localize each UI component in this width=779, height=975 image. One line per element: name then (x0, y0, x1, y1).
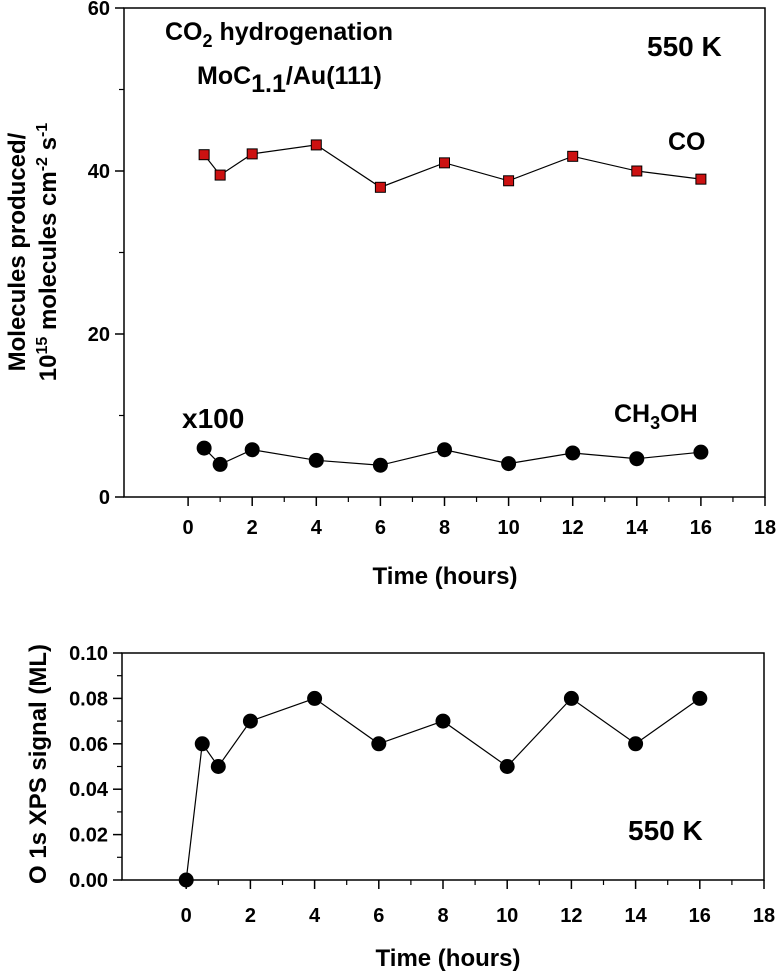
data-point-square (695, 173, 707, 185)
top-y-ticks: 0 20 40 60 (88, 0, 124, 509)
top-temperature-label: 550 K (647, 31, 722, 62)
data-point-circle (194, 736, 210, 752)
top-title-line1: CO2 hydrogenation (165, 18, 393, 51)
data-point-square (567, 150, 579, 162)
data-point-circle (196, 440, 212, 456)
data-point-circle (437, 442, 452, 458)
x-tick-label: 16 (689, 905, 711, 927)
bottom-x-ticks: 0 2 4 6 8 10 12 14 16 18 (181, 880, 775, 927)
x-tick-label: 8 (439, 517, 450, 539)
x-tick-label: 6 (375, 517, 386, 539)
data-point-circle (499, 759, 515, 774)
data-point-circle (693, 444, 709, 460)
y-tick-label: 0.06 (69, 734, 108, 756)
data-point-square (198, 149, 210, 161)
series-line-0 (203, 144, 701, 188)
y-tick-label: 0.00 (69, 870, 108, 892)
x-tick-label: 8 (437, 905, 448, 927)
data-point-circle (210, 759, 226, 774)
bottom-temperature-label: 550 K (628, 815, 703, 846)
data-point-circle (563, 690, 579, 706)
y-tick-label: 60 (88, 0, 110, 20)
y-tick-label: 0 (99, 487, 110, 509)
x-tick-label: 4 (311, 517, 323, 539)
top-series (196, 139, 709, 473)
data-point-circle (212, 456, 228, 472)
data-point-square (310, 139, 322, 151)
bottom-series (178, 690, 708, 888)
data-point-square (374, 181, 386, 193)
y-tick-label: 0.10 (69, 643, 108, 665)
data-point-circle (629, 451, 645, 467)
top-chart: 0 2 4 6 8 10 12 14 16 18 0 20 40 60 CO2 hydrogenatio… (4, 0, 776, 590)
data-point-square (214, 169, 226, 181)
x-tick-label: 6 (373, 905, 384, 927)
co-series-label: CO (668, 128, 706, 156)
data-point-circle (244, 442, 260, 458)
data-point-circle (628, 736, 644, 752)
x-tick-label: 4 (309, 905, 321, 927)
y-tick-label: 20 (88, 324, 110, 346)
data-point-circle (242, 713, 258, 729)
x-tick-label: 18 (753, 905, 775, 927)
x-tick-label: 12 (560, 905, 582, 927)
x-tick-label: 14 (624, 905, 647, 927)
data-point-square (246, 148, 258, 160)
bottom-y-ticks: 0.00 0.02 0.04 0.06 0.08 0.10 (69, 643, 122, 892)
x-tick-label: 10 (497, 517, 519, 539)
x-tick-label: 0 (181, 905, 192, 927)
x-tick-label: 12 (562, 517, 584, 539)
data-point-circle (307, 690, 323, 706)
data-point-circle (692, 690, 708, 706)
x-tick-label: 14 (626, 517, 649, 539)
data-point-square (439, 157, 450, 169)
top-x-ticks: 0 2 4 6 8 10 12 14 16 18 (183, 497, 776, 539)
bottom-chart: 0 2 4 6 8 10 12 14 16 18 0.00 0.02 0.04 0.06 0.08 0.10… (25, 643, 775, 972)
top-x-axis-label: Time (hours) (373, 563, 518, 590)
y-tick-label: 0.02 (69, 825, 108, 847)
top-y-axis-label-line1: Molecules produced/ (4, 132, 31, 371)
multiplier-label: x100 (182, 403, 244, 434)
data-point-circle (178, 872, 194, 888)
bottom-x-axis-label: Time (hours) (376, 945, 521, 972)
x-tick-label: 18 (754, 517, 776, 539)
data-point-circle (308, 452, 324, 468)
bottom-y-axis-label: O 1s XPS signal (ML) (25, 644, 52, 884)
data-point-circle (565, 445, 581, 461)
ch3oh-series-label: CH3OH (614, 400, 698, 433)
data-point-circle (372, 457, 388, 473)
y-tick-label: 40 (88, 161, 110, 183)
top-y-axis-label-line2: 1015 molecules cm-2 s-1 (34, 123, 62, 382)
x-tick-label: 16 (690, 517, 712, 539)
y-tick-label: 0.04 (69, 779, 109, 801)
data-point-circle (435, 713, 451, 729)
data-point-square (503, 175, 515, 187)
x-tick-label: 2 (245, 905, 256, 927)
top-title-line2: MoC1.1/Au(111) (197, 62, 382, 98)
x-tick-label: 2 (247, 517, 258, 539)
data-point-square (631, 165, 643, 177)
x-tick-label: 10 (496, 905, 518, 927)
x-tick-label: 0 (183, 517, 194, 539)
y-tick-label: 0.08 (69, 688, 108, 710)
data-point-circle (501, 456, 517, 472)
data-point-circle (371, 736, 387, 752)
series-line-1 (203, 447, 701, 466)
